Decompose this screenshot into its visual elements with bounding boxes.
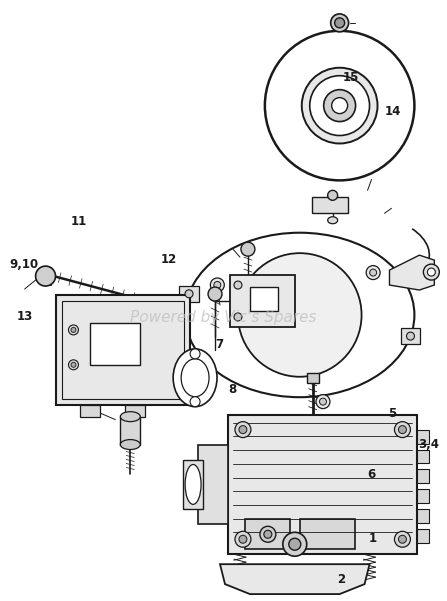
Circle shape (324, 90, 355, 121)
Circle shape (185, 290, 193, 297)
Circle shape (211, 278, 224, 292)
Circle shape (398, 535, 406, 543)
Bar (183, 460, 203, 510)
Polygon shape (338, 134, 366, 177)
Circle shape (190, 397, 200, 407)
Text: 2: 2 (337, 573, 345, 585)
Polygon shape (296, 40, 330, 81)
Bar (198, 445, 228, 524)
Circle shape (398, 426, 406, 433)
Ellipse shape (173, 349, 217, 407)
Text: 13: 13 (17, 310, 34, 323)
Circle shape (68, 325, 79, 335)
Circle shape (208, 287, 222, 301)
Ellipse shape (328, 217, 337, 224)
Bar (228, 415, 417, 554)
Circle shape (316, 395, 330, 409)
Bar (417, 489, 430, 504)
Polygon shape (310, 134, 331, 176)
Circle shape (260, 526, 276, 542)
Bar (90, 323, 140, 365)
Circle shape (366, 266, 380, 279)
Bar (417, 450, 430, 463)
Bar (62, 301, 184, 398)
Bar (417, 529, 430, 543)
Circle shape (332, 97, 348, 114)
Polygon shape (268, 99, 310, 122)
Circle shape (406, 332, 414, 340)
Text: 12: 12 (161, 253, 177, 266)
Text: 1: 1 (369, 532, 377, 546)
Circle shape (423, 264, 439, 280)
Polygon shape (389, 255, 434, 290)
Polygon shape (333, 34, 351, 76)
Circle shape (302, 68, 378, 144)
Circle shape (370, 269, 377, 276)
Text: 6: 6 (367, 468, 375, 481)
Bar (125, 404, 145, 416)
Bar (300, 519, 354, 549)
Bar (250, 287, 278, 311)
Text: 8: 8 (228, 383, 236, 395)
Ellipse shape (120, 439, 140, 450)
Circle shape (241, 242, 255, 256)
Text: 3,4: 3,4 (418, 438, 439, 451)
Circle shape (394, 422, 410, 438)
Circle shape (235, 422, 251, 438)
Text: 14: 14 (385, 105, 401, 118)
Ellipse shape (185, 465, 201, 504)
Bar (312, 197, 348, 213)
Bar (401, 328, 421, 344)
Circle shape (214, 281, 221, 288)
Circle shape (328, 191, 337, 200)
Ellipse shape (120, 412, 140, 422)
Bar (417, 469, 430, 483)
Polygon shape (356, 42, 387, 82)
Circle shape (234, 281, 242, 289)
Circle shape (264, 530, 272, 538)
Text: 15: 15 (342, 71, 358, 84)
Circle shape (68, 360, 79, 370)
Bar (55, 295, 190, 404)
Bar (179, 286, 199, 302)
Circle shape (320, 398, 326, 405)
Circle shape (427, 268, 435, 276)
Text: 7: 7 (215, 338, 223, 351)
Bar (120, 416, 140, 445)
Circle shape (71, 362, 76, 367)
Circle shape (190, 349, 200, 359)
Circle shape (235, 531, 251, 548)
Circle shape (239, 535, 247, 543)
Circle shape (289, 538, 301, 551)
Circle shape (234, 313, 242, 321)
Polygon shape (279, 120, 317, 157)
Circle shape (283, 532, 307, 556)
Circle shape (36, 266, 55, 286)
Polygon shape (359, 125, 398, 160)
Bar (417, 430, 430, 444)
Bar (230, 275, 295, 327)
Circle shape (394, 531, 410, 548)
Text: 5: 5 (388, 407, 396, 419)
Bar (307, 373, 319, 383)
Bar (417, 510, 430, 523)
Circle shape (71, 328, 76, 332)
Polygon shape (369, 109, 411, 126)
Polygon shape (220, 564, 370, 594)
Text: 11: 11 (71, 215, 87, 228)
Circle shape (335, 18, 345, 28)
Bar (245, 519, 290, 549)
Ellipse shape (185, 233, 414, 397)
Polygon shape (367, 70, 409, 102)
Bar (80, 404, 101, 416)
Circle shape (331, 14, 349, 32)
Circle shape (239, 426, 247, 433)
Text: 9,10: 9,10 (9, 258, 38, 271)
Text: Powered by Vic's Spares: Powered by Vic's Spares (130, 311, 316, 326)
Circle shape (265, 31, 414, 180)
Circle shape (238, 253, 362, 377)
Circle shape (310, 76, 370, 135)
Polygon shape (272, 67, 312, 93)
